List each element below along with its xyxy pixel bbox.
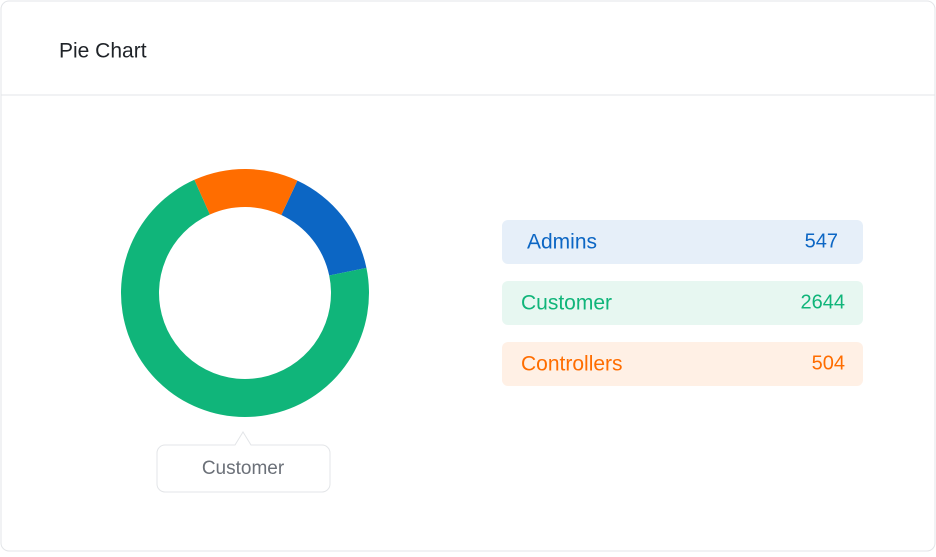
legend-item-bg bbox=[502, 220, 863, 264]
legend-item-bg bbox=[502, 342, 863, 386]
legend-label: Controllers bbox=[521, 353, 623, 376]
donut-segment bbox=[120, 179, 369, 417]
legend-label: Admins bbox=[527, 231, 597, 254]
tooltip-label: Customer bbox=[202, 458, 285, 479]
donut-segment bbox=[281, 180, 367, 276]
tooltip-box bbox=[156, 431, 331, 493]
legend-value: 547 bbox=[805, 230, 838, 252]
tooltip: Customer bbox=[156, 431, 331, 493]
legend-item-bg bbox=[502, 281, 863, 325]
legend-label: Customer bbox=[521, 292, 612, 315]
legend-value: 2644 bbox=[801, 291, 846, 313]
chart-title: Pie Chart bbox=[59, 40, 147, 63]
legend: Admins 547 Customer 2644 Controllers 504 bbox=[502, 220, 863, 386]
donut-segment bbox=[194, 168, 298, 216]
legend-value: 504 bbox=[812, 352, 845, 374]
donut bbox=[120, 168, 369, 417]
